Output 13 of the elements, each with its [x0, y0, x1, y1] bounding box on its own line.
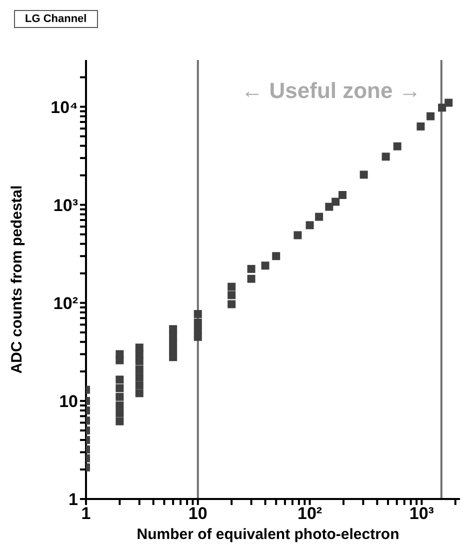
x-tick-label: 10	[188, 504, 208, 524]
y-tick-label: 10²	[53, 294, 78, 313]
y-axis-title: ADC counts from pedestal	[8, 185, 26, 374]
x-axis-title: Number of equivalent photo-electron	[136, 526, 400, 543]
y-tick-label: 10⁴	[50, 98, 78, 117]
x-tick-label: 10³	[409, 504, 434, 524]
chart-title: LG Channel	[14, 10, 98, 28]
y-tick-label: 10	[59, 392, 78, 411]
y-tick-label: 10³	[53, 196, 78, 215]
annotation: ← Useful zone →	[240, 78, 422, 104]
y-tick-label: 1	[68, 490, 78, 510]
x-tick-label: 1	[81, 504, 91, 524]
x-tick-label: 10²	[298, 504, 322, 524]
